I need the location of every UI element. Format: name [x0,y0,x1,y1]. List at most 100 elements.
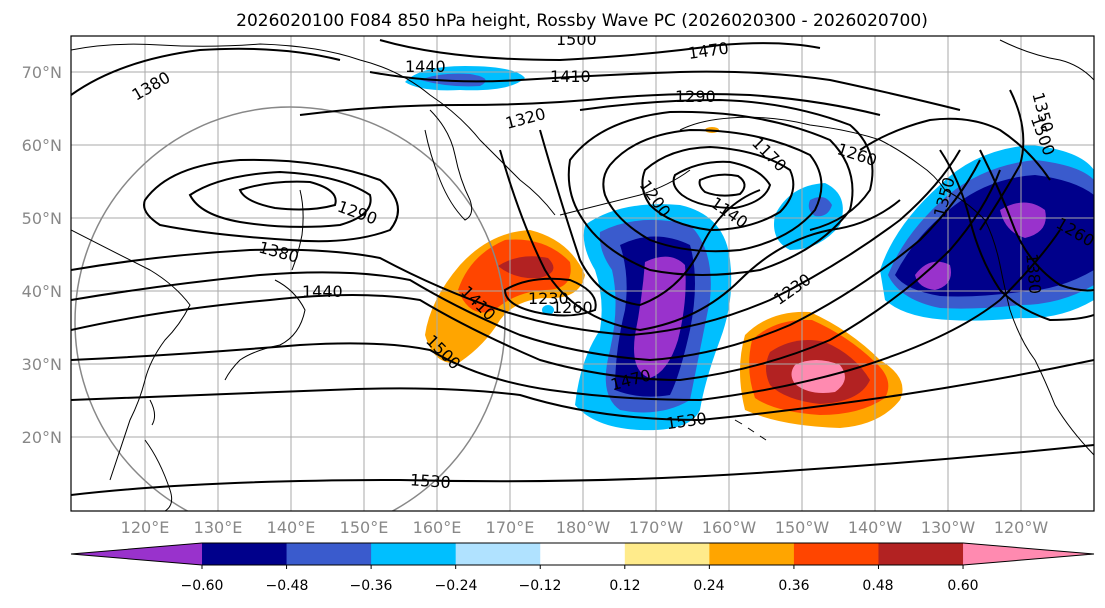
contour-low-west-3 [238,180,337,211]
coastlines [71,39,1094,511]
contour-low-west-1 [143,158,399,243]
contour-1500 [71,229,1061,402]
coast-alaska [679,116,946,191]
colorbar-tick-label: −0.60 [181,578,224,594]
coast-japan [224,279,306,381]
colorbar-segment [286,543,372,565]
contour-label: 1440 [405,57,446,76]
contour-1320 [299,93,881,116]
colorbar-segment [202,543,288,565]
lon-label: 160°W [702,518,757,537]
contour-low-center-5 [698,173,746,197]
contour-trough-1 [539,129,761,307]
colorbar-tick-label: −0.36 [350,578,393,594]
colorbar-extend-max [963,543,1094,565]
coast-na-west [944,189,1094,456]
colorbar-tick-label: −0.24 [435,578,478,594]
contour-1410 [71,159,981,362]
lon-label: 160°E [413,518,462,537]
range-circle [74,106,506,511]
lat-label: 70°N [22,63,62,82]
lat-label: 60°N [22,136,62,155]
colorbar-tick-label: −0.48 [266,578,309,594]
contour-low-center-4 [672,160,772,210]
lon-label: 140°W [848,518,903,537]
shade-pos-south-core [791,360,845,393]
coast-asia-north [71,43,556,216]
coast-kamchatka [424,109,473,221]
coast-korea-china [71,229,191,481]
lon-label: 120°W [994,518,1049,537]
contour-label: 1380 [1022,253,1044,295]
contour-trough-2 [499,149,901,332]
contour-1470 [379,39,821,62]
contour-1530-south [71,444,1094,496]
contour-low-west-2 [188,170,372,228]
colorbar-tick-label: 0.48 [862,578,893,594]
lon-label: 130°W [921,518,976,537]
lon-label: 140°E [267,518,316,537]
contour-label: 1500 [556,30,597,49]
coast-taiwan-phil [144,399,173,511]
map-frame [70,35,1095,512]
contour-1380 [71,149,961,337]
colorbar-segment [709,543,795,565]
coast-aleutians [559,169,691,216]
lat-label: 40°N [22,282,62,301]
lon-label: 180°W [556,518,611,537]
colorbar-tick-label: −0.12 [519,578,562,594]
colorbar-tick-label: 0.24 [693,578,724,594]
lat-label: 30°N [22,355,62,374]
coast-na-north [999,39,1094,81]
contour-label: 1230 [528,289,569,308]
colorbar [70,542,1095,569]
lat-label: 20°N [22,428,62,447]
contour-1530-mid [71,359,1094,422]
lon-label: 150°W [775,518,830,537]
gridlines [71,36,1094,511]
lon-label: 150°E [340,518,389,537]
colorbar-segment [878,543,964,565]
lat-label: 50°N [22,209,62,228]
contour-ridge-east [859,117,1051,181]
contour-label: 1260 [552,298,593,317]
contour-1440-lat [71,169,1001,382]
colorbar-tick-label: 0.12 [609,578,640,594]
colorbar-segment [540,543,626,565]
contour-na-2 [979,149,1094,292]
contour-1410-north [369,70,961,111]
lon-label: 170°E [486,518,535,537]
colorbar-segment [624,543,710,565]
colorbar-ticks: −0.60 −0.48 −0.36 −0.24 −0.12 0.12 0.24 … [181,578,979,594]
lon-labels: 120°E 130°E 140°E 150°E 160°E 170°E 180°… [121,518,1049,537]
colorbar-segment [455,543,541,565]
colorbar-tick-label: 0.60 [947,578,978,594]
coast-sakhalin [291,189,304,271]
colorbar-segment [371,543,457,565]
contour-cutoff-1 [503,277,597,317]
contour-1350-east [979,89,1025,231]
coast-hawaii [734,419,767,441]
contour-low-center-1 [567,110,854,276]
contour-low-center-2 [602,128,823,253]
lon-label: 120°E [121,518,170,537]
colorbar-segment [793,543,879,565]
contour-label: 1410 [550,67,591,86]
contour-label: 1290 [675,87,716,106]
contour-label: 1530 [409,470,451,492]
colorbar-extend-min [71,543,202,565]
lon-label: 170°W [629,518,684,537]
shade-pos-west-core [498,256,554,279]
lon-label: 130°E [194,518,243,537]
contour-label: 1440 [302,282,343,301]
contour-low-center-3 [641,145,795,232]
contour-1380-north [71,47,341,96]
contour-1290-north [579,98,874,231]
map-title: 2026020100 F084 850 hPa height, Rossby W… [236,11,928,31]
contour-na-1 [939,149,1094,322]
colorbar-tick-label: 0.36 [778,578,809,594]
lat-labels: 70°N 60°N 50°N 40°N 30°N 20°N [22,63,62,447]
height-contours [71,39,1094,496]
shade-small-neg [542,305,554,315]
